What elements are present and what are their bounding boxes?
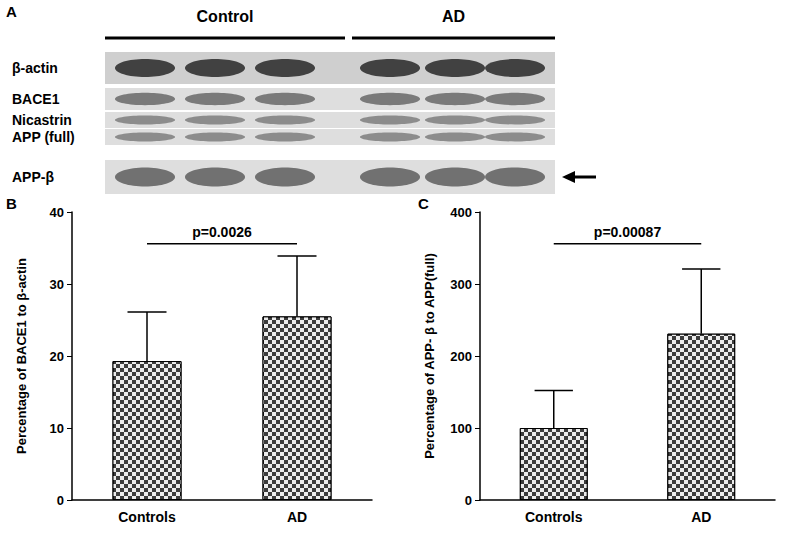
svg-text:400: 400 bbox=[450, 205, 472, 220]
svg-text:30: 30 bbox=[50, 277, 64, 292]
svg-text:Controls: Controls bbox=[525, 509, 583, 525]
svg-text:AD: AD bbox=[287, 509, 307, 525]
svg-text:300: 300 bbox=[450, 277, 472, 292]
svg-text:Percentage of APP- β to APP(fu: Percentage of APP- β to APP(full) bbox=[422, 253, 437, 459]
svg-text:100: 100 bbox=[450, 421, 472, 436]
svg-text:20: 20 bbox=[50, 349, 64, 364]
svg-text:0: 0 bbox=[465, 493, 472, 508]
svg-text:Nicastrin: Nicastrin bbox=[12, 112, 72, 128]
svg-text:0: 0 bbox=[57, 493, 64, 508]
svg-text:200: 200 bbox=[450, 349, 472, 364]
svg-text:p=0.0026: p=0.0026 bbox=[192, 224, 252, 240]
svg-text:AD: AD bbox=[442, 8, 465, 25]
svg-text:AD: AD bbox=[691, 509, 711, 525]
svg-text:B: B bbox=[6, 195, 17, 212]
svg-text:Control: Control bbox=[197, 8, 254, 25]
svg-text:A: A bbox=[6, 3, 17, 20]
svg-text:40: 40 bbox=[50, 205, 64, 220]
svg-text:p=0.00087: p=0.00087 bbox=[594, 224, 662, 240]
svg-text:C: C bbox=[418, 195, 429, 212]
svg-text:APP (full): APP (full) bbox=[12, 129, 75, 145]
svg-text:Percentage of BACE1 to β-actin: Percentage of BACE1 to β-actin bbox=[14, 258, 29, 454]
svg-text:10: 10 bbox=[50, 421, 64, 436]
svg-text:Controls: Controls bbox=[118, 509, 176, 525]
svg-text:BACE1: BACE1 bbox=[12, 91, 60, 107]
svg-text:APP-β: APP-β bbox=[12, 169, 54, 185]
svg-text:β-actin: β-actin bbox=[12, 60, 58, 76]
